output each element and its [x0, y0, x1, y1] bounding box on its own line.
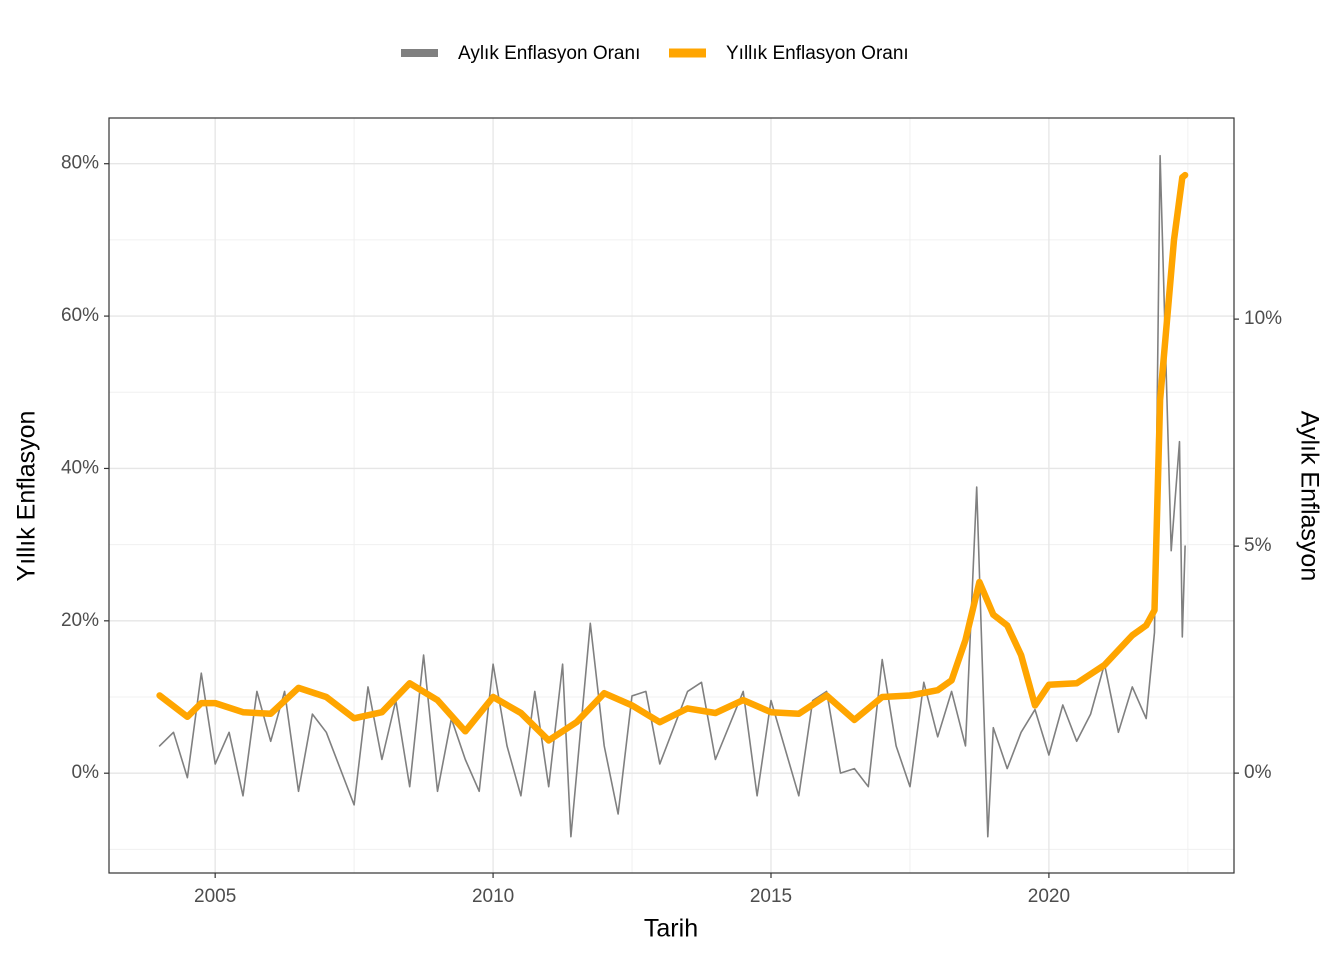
data-line [158, 154, 1186, 838]
axes: 0% 20% 40% 60% 80% 0% 5% 10% 2005 2010 2015 2020 [61, 153, 1282, 907]
lines [156, 154, 1189, 838]
x-tick-label: 2010 [472, 886, 514, 907]
x-tick-label: 2005 [194, 886, 236, 907]
legend-label: Yıllık Enflasyon Oranı [726, 43, 909, 64]
y-tick-label: 20% [61, 610, 99, 631]
y-tick-label: 40% [61, 457, 99, 478]
y2-tick-label: 0% [1244, 762, 1272, 783]
y-tick-label: 0% [72, 762, 100, 783]
legend: Aylık Enflasyon Oranı Yıllık Enflasyon Or… [401, 43, 909, 64]
grid [109, 118, 1234, 873]
x-tick-label: 2015 [750, 886, 792, 907]
y2-tick-label: 5% [1244, 535, 1272, 556]
plot-border [108, 117, 1235, 874]
y-axis-title: Yıllık Enflasyon [13, 411, 41, 582]
data-line [156, 171, 1189, 744]
x-tick-label: 2020 [1028, 886, 1070, 907]
legend-label: Aylık Enflasyon Oranı [458, 43, 640, 64]
y-tick-label: 60% [61, 305, 99, 326]
x-axis-title: Tarih [644, 915, 698, 943]
y2-tick-label: 10% [1244, 308, 1282, 329]
y-tick-label: 80% [61, 153, 99, 174]
y2-axis-title: Aylık Enflasyon [1295, 411, 1323, 581]
